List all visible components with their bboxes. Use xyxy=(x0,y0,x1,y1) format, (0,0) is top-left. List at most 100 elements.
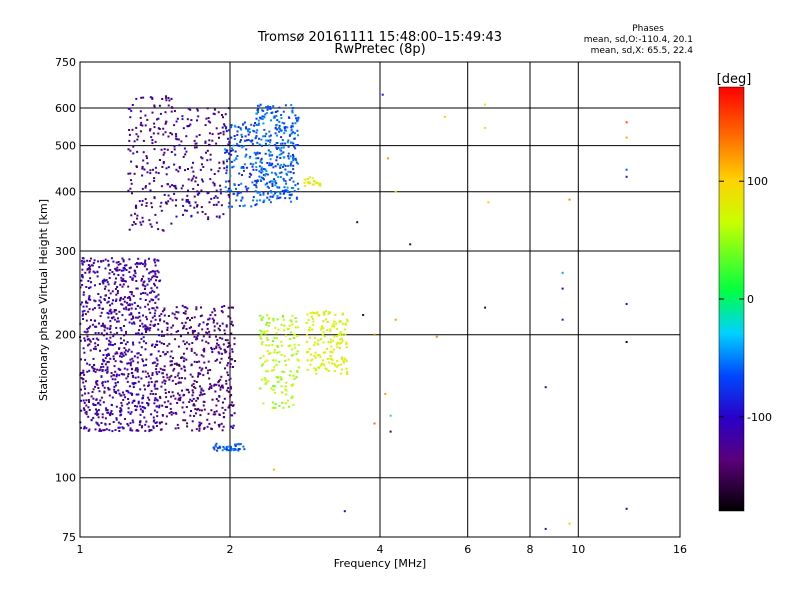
data-point xyxy=(144,285,147,288)
data-point xyxy=(228,344,231,347)
data-point xyxy=(207,216,210,219)
data-point xyxy=(287,170,290,173)
data-point xyxy=(98,283,101,285)
data-point xyxy=(224,339,227,342)
data-point xyxy=(271,183,274,185)
data-point xyxy=(110,312,113,315)
data-point xyxy=(157,271,160,274)
data-point xyxy=(290,125,293,128)
data-point xyxy=(252,199,255,202)
data-point xyxy=(173,367,176,370)
data-point xyxy=(250,205,253,208)
data-point xyxy=(274,359,277,362)
data-point xyxy=(284,142,287,145)
data-point xyxy=(101,416,104,419)
data-point xyxy=(227,206,230,209)
data-point xyxy=(254,161,257,164)
data-point xyxy=(245,139,248,142)
data-point xyxy=(322,320,325,323)
data-point xyxy=(141,332,144,335)
data-point xyxy=(115,405,118,408)
data-point xyxy=(163,309,166,311)
x-tick-label: 2 xyxy=(227,543,234,556)
data-point xyxy=(90,319,92,322)
data-point xyxy=(158,314,161,317)
data-point xyxy=(249,172,252,175)
data-point xyxy=(198,360,201,363)
data-point xyxy=(125,264,128,267)
data-point xyxy=(149,128,152,131)
data-point xyxy=(175,310,178,313)
data-point xyxy=(182,205,185,207)
data-point xyxy=(263,377,266,379)
data-point xyxy=(112,316,115,319)
data-point xyxy=(284,180,287,183)
data-point xyxy=(230,147,233,150)
data-point xyxy=(196,205,198,208)
data-point xyxy=(105,332,108,335)
data-point xyxy=(177,392,179,395)
data-point xyxy=(137,380,140,383)
data-point xyxy=(91,391,94,393)
data-point xyxy=(321,333,324,336)
data-point xyxy=(193,360,196,363)
data-point xyxy=(164,111,167,114)
data-point xyxy=(209,121,212,124)
data-point xyxy=(155,421,158,424)
data-point xyxy=(282,110,285,113)
data-point xyxy=(153,290,156,293)
data-point xyxy=(139,324,142,327)
data-point xyxy=(259,199,261,202)
data-point xyxy=(161,368,164,371)
data-point xyxy=(104,349,107,352)
data-point xyxy=(228,356,230,359)
data-point xyxy=(312,323,315,326)
data-point xyxy=(227,315,230,318)
data-point xyxy=(238,448,241,451)
data-point xyxy=(80,388,82,391)
data-point xyxy=(152,425,155,428)
data-point xyxy=(134,275,137,278)
data-point xyxy=(107,289,110,292)
data-point xyxy=(270,171,273,174)
x-axis-label: Frequency [MHz] xyxy=(334,557,426,570)
data-point xyxy=(167,135,170,138)
data-point xyxy=(153,385,156,388)
data-point xyxy=(241,135,244,138)
data-point xyxy=(222,133,225,136)
data-point xyxy=(346,371,349,373)
data-point xyxy=(119,337,122,340)
data-point xyxy=(129,429,132,432)
data-point xyxy=(177,427,180,430)
data-point xyxy=(271,369,274,372)
data-point xyxy=(339,332,342,335)
data-point xyxy=(164,405,167,408)
data-point xyxy=(213,319,215,322)
data-point xyxy=(153,409,156,412)
data-point xyxy=(160,421,163,424)
data-point xyxy=(292,383,295,386)
data-point xyxy=(150,344,153,347)
data-point xyxy=(147,396,150,399)
data-point xyxy=(178,394,181,397)
data-point xyxy=(310,315,313,318)
data-point xyxy=(261,363,264,366)
data-point xyxy=(100,332,103,335)
data-point xyxy=(215,410,218,413)
data-point xyxy=(321,325,324,328)
data-point xyxy=(206,323,208,326)
data-point xyxy=(212,112,215,115)
data-point xyxy=(208,132,211,135)
data-point xyxy=(97,413,100,416)
data-point xyxy=(136,370,139,373)
data-point xyxy=(111,378,114,381)
data-point xyxy=(280,136,283,139)
data-point xyxy=(128,401,130,404)
data-point xyxy=(215,383,218,386)
data-point xyxy=(229,385,232,388)
data-point xyxy=(288,134,291,137)
data-point xyxy=(122,427,125,430)
data-point xyxy=(219,184,222,187)
data-point xyxy=(150,136,153,139)
data-point xyxy=(161,404,164,407)
